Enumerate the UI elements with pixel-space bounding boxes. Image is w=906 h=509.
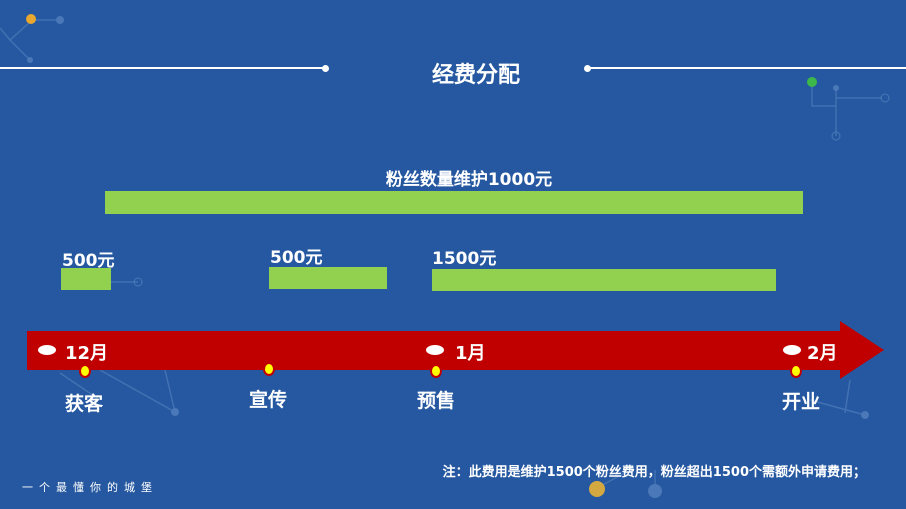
stage-label-promote: 宣传	[248, 389, 288, 411]
segment-bar-2	[269, 267, 387, 289]
month-marker-icon	[783, 345, 801, 355]
page-title: 经费分配	[431, 63, 520, 88]
segment-label-3: 1500元	[432, 249, 497, 269]
month-label-feb: 2月	[807, 343, 838, 364]
segment-bar-3	[432, 269, 776, 291]
overall-bar-label: 粉丝数量维护1000元	[385, 170, 553, 190]
milestone-dot-icon	[430, 364, 442, 378]
title-line-right	[588, 67, 906, 69]
orange-node-icon	[26, 14, 36, 24]
milestone-dot-icon	[79, 364, 91, 378]
title-dot-right	[584, 64, 591, 72]
slogan: 一个最懂你的城堡	[22, 481, 158, 494]
stage-label-opening: 开业	[781, 391, 821, 413]
stage-label-acquire: 获客	[64, 393, 104, 415]
milestone-dot-icon	[790, 364, 802, 378]
title-dot-left	[322, 64, 329, 72]
footnote: 注：此费用是维护1500个粉丝费用，粉丝超出1500个需额外申请费用；	[442, 465, 866, 480]
month-label-dec: 12月	[65, 343, 109, 364]
segment-label-2: 500元	[270, 248, 323, 268]
stage-label-presale: 预售	[416, 390, 456, 412]
segment-bar-1	[61, 268, 111, 290]
month-label-jan: 1月	[455, 343, 486, 364]
segment-label-1: 500元	[62, 251, 115, 271]
title-line-left	[0, 67, 325, 69]
month-marker-icon	[426, 345, 444, 355]
overall-budget-bar	[105, 191, 803, 214]
month-marker-icon	[38, 345, 56, 355]
milestone-dot-icon	[263, 362, 275, 376]
green-node-icon	[807, 77, 817, 87]
